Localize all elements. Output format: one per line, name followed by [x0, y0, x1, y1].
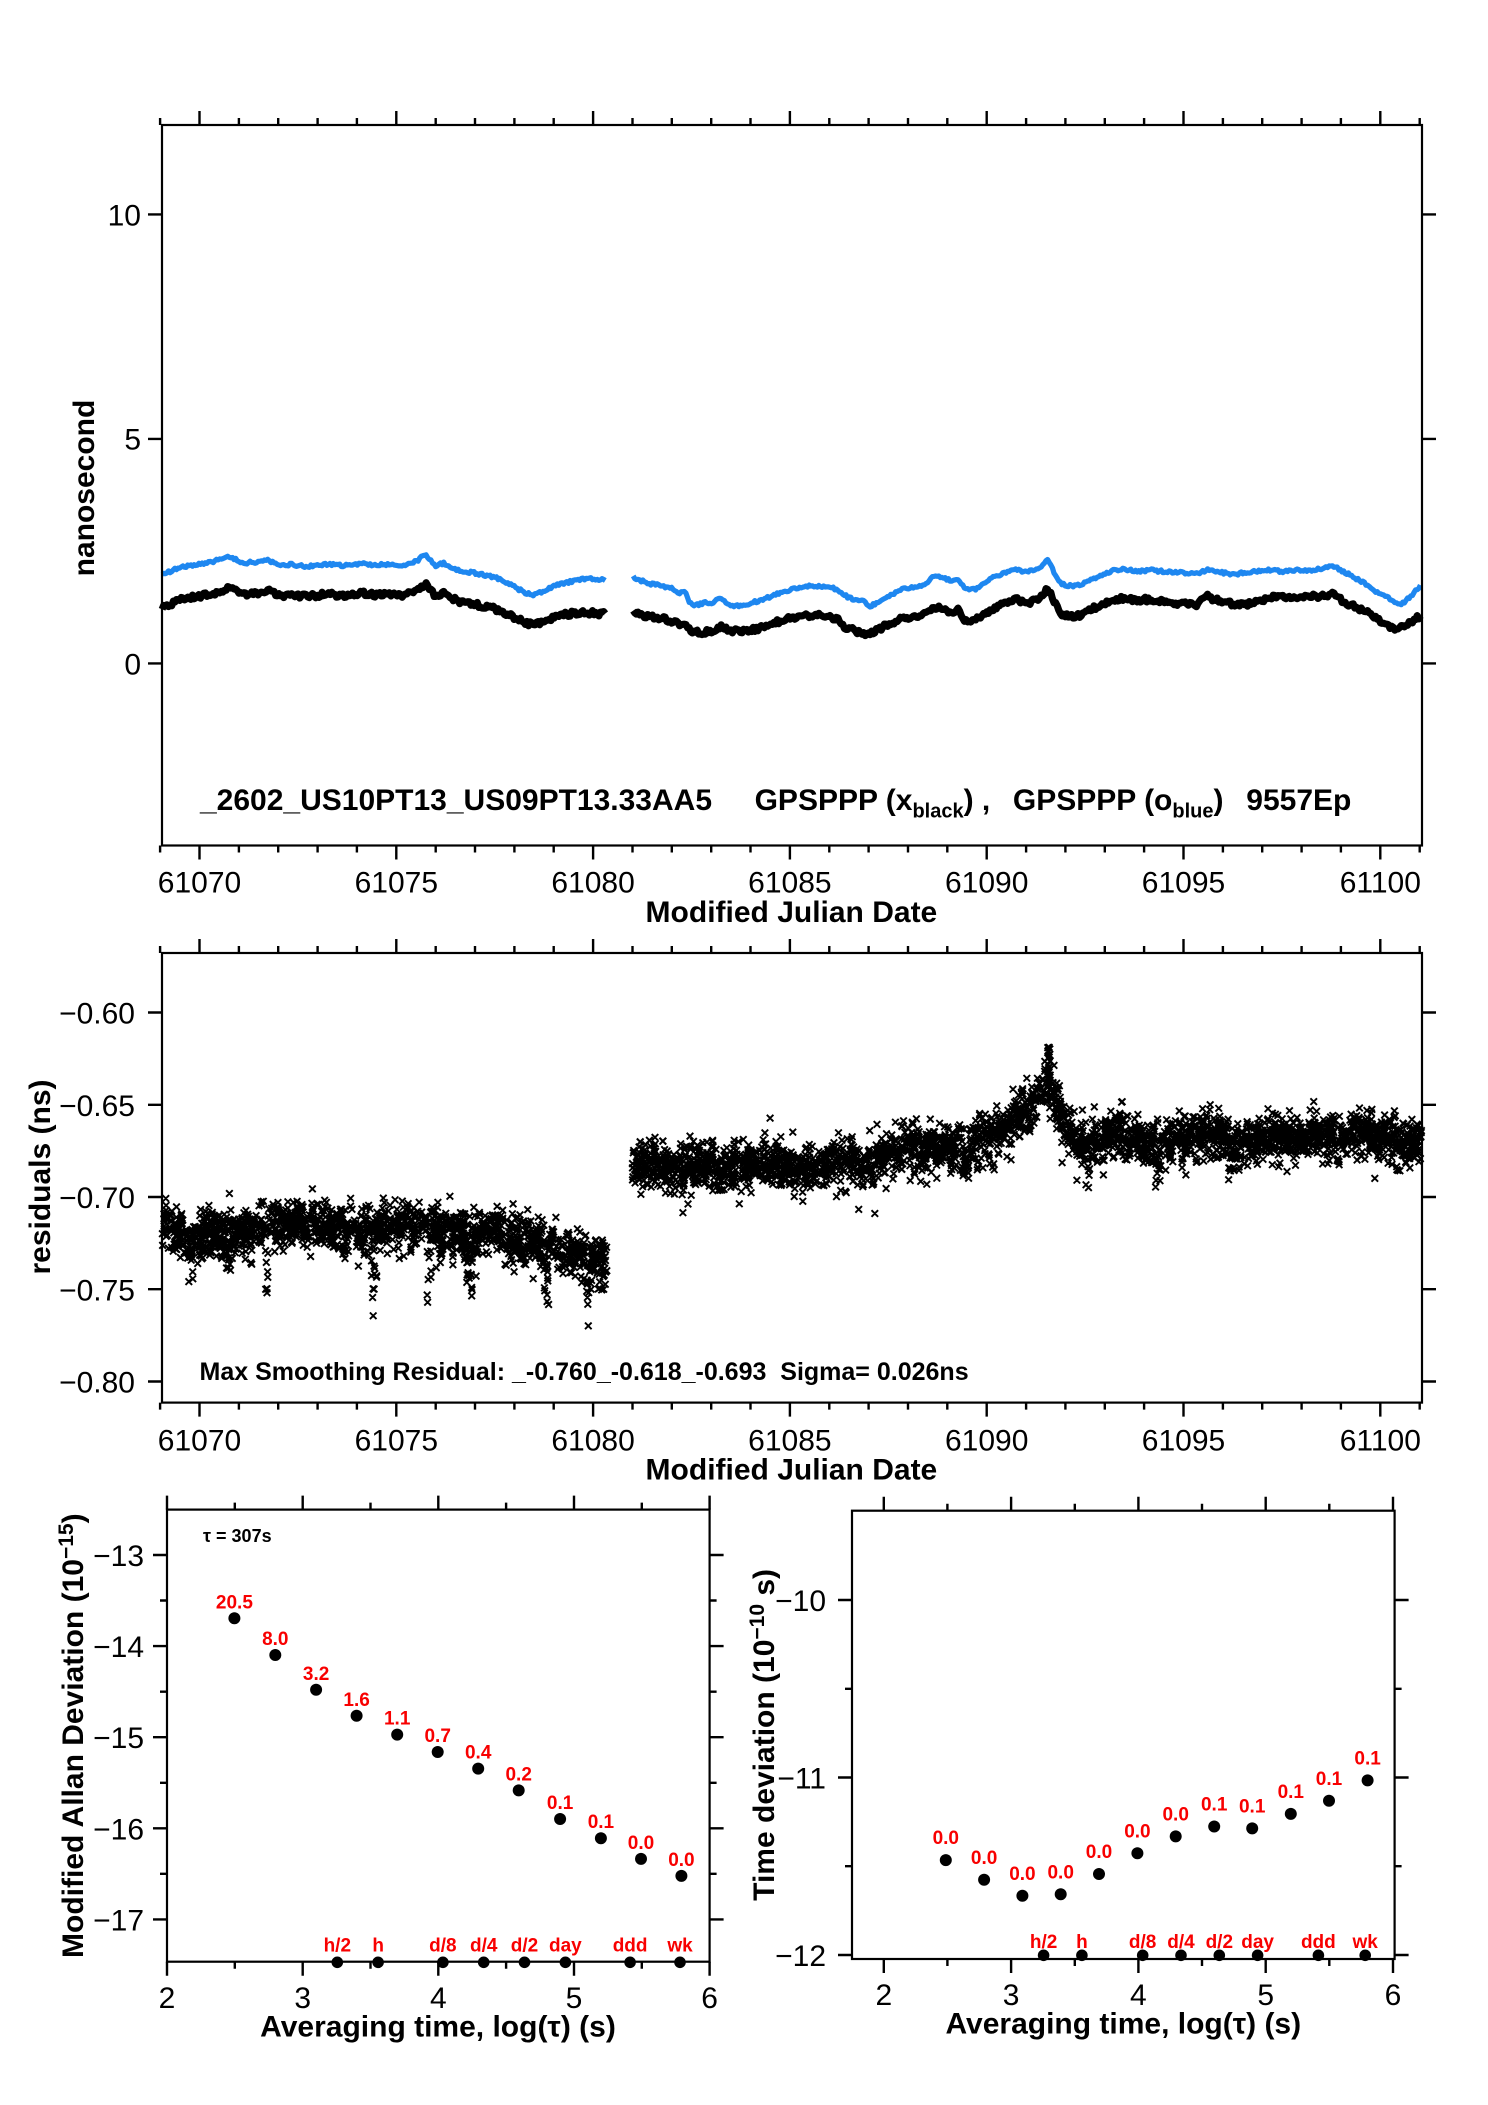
svg-text:−0.60: −0.60 [59, 998, 135, 1031]
svg-text:h/2: h/2 [1030, 1932, 1057, 1953]
svg-text:Modified Allan Deviation (10−1: Modified Allan Deviation (10−15) [55, 1513, 90, 1958]
svg-text:Modified Julian Date: Modified Julian Date [646, 896, 938, 929]
svg-text:6: 6 [701, 1982, 718, 2015]
svg-text:0.2: 0.2 [505, 1764, 531, 1785]
svg-text:2: 2 [875, 1979, 892, 2012]
svg-text:0.0: 0.0 [668, 1850, 694, 1871]
svg-text:5: 5 [1257, 1979, 1274, 2012]
svg-text:d/8: d/8 [1129, 1932, 1156, 1953]
svg-text:h/2: h/2 [324, 1936, 351, 1957]
svg-text:−0.80: −0.80 [59, 1367, 135, 1400]
svg-text:0.1: 0.1 [1316, 1769, 1343, 1790]
svg-text:day: day [549, 1936, 582, 1957]
svg-text:Averaging time, log(τ) (s): Averaging time, log(τ) (s) [260, 2011, 616, 2044]
svg-text:−15: −15 [93, 1722, 144, 1755]
svg-text:61100: 61100 [1340, 1424, 1421, 1457]
svg-text:h: h [372, 1936, 384, 1957]
svg-text:0.1: 0.1 [1278, 1782, 1305, 1803]
svg-text:−16: −16 [93, 1813, 144, 1846]
svg-text:20.5: 20.5 [216, 1592, 253, 1613]
svg-text:τ = 307s: τ = 307s [203, 1526, 272, 1546]
svg-text:−17: −17 [93, 1904, 144, 1937]
svg-text:−11: −11 [777, 1763, 826, 1796]
svg-text:10: 10 [108, 199, 141, 232]
svg-text:3: 3 [294, 1982, 311, 2015]
svg-text:d/4: d/4 [1167, 1932, 1195, 1953]
svg-text:h: h [1076, 1932, 1088, 1953]
svg-text:61080: 61080 [551, 867, 634, 900]
svg-text:0.1: 0.1 [547, 1793, 574, 1814]
svg-text:61075: 61075 [355, 1424, 438, 1457]
svg-text:0.0: 0.0 [1162, 1804, 1188, 1825]
svg-text:−13: −13 [93, 1540, 144, 1573]
svg-text:0.0: 0.0 [628, 1833, 654, 1854]
svg-text:61075: 61075 [355, 867, 438, 900]
svg-text:d/2: d/2 [1206, 1932, 1233, 1953]
svg-text:5: 5 [566, 1982, 583, 2015]
svg-text:0.0: 0.0 [1124, 1821, 1150, 1842]
svg-text:wk: wk [1352, 1932, 1379, 1953]
svg-text:0.0: 0.0 [1086, 1842, 1112, 1863]
svg-text:wk: wk [666, 1936, 693, 1957]
svg-text:d/2: d/2 [511, 1936, 538, 1957]
svg-text:0.1: 0.1 [1239, 1796, 1266, 1817]
svg-text:4: 4 [1130, 1979, 1147, 2012]
svg-text:−0.75: −0.75 [59, 1274, 135, 1307]
svg-text:6: 6 [1385, 1979, 1402, 2012]
svg-text:5: 5 [124, 424, 141, 457]
svg-text:0: 0 [124, 648, 141, 681]
svg-text:0.4: 0.4 [465, 1743, 492, 1764]
svg-text:61070: 61070 [158, 867, 241, 900]
svg-text:d/4: d/4 [470, 1936, 498, 1957]
svg-text:−14: −14 [93, 1631, 144, 1664]
svg-text:61095: 61095 [1142, 1424, 1225, 1457]
svg-text:3: 3 [1003, 1979, 1020, 2012]
svg-text:0.1: 0.1 [1201, 1795, 1228, 1816]
svg-text:0.1: 0.1 [1354, 1748, 1381, 1769]
svg-text:0.1: 0.1 [588, 1812, 615, 1833]
svg-text:residuals (ns): residuals (ns) [24, 1079, 57, 1274]
svg-text:−0.65: −0.65 [59, 1090, 135, 1123]
svg-text:0.0: 0.0 [971, 1848, 997, 1869]
svg-text:0.0: 0.0 [933, 1828, 959, 1849]
svg-text:0.0: 0.0 [1009, 1864, 1035, 1885]
svg-text:ddd: ddd [1301, 1932, 1336, 1953]
svg-text:61095: 61095 [1142, 867, 1225, 900]
svg-text:1.6: 1.6 [343, 1690, 369, 1711]
svg-text:Averaging time, log(τ) (s): Averaging time, log(τ) (s) [945, 2008, 1301, 2041]
svg-text:2: 2 [159, 1982, 176, 2015]
svg-text:4: 4 [430, 1982, 447, 2015]
svg-text:−0.70: −0.70 [59, 1182, 135, 1215]
svg-text:3.2: 3.2 [303, 1664, 329, 1685]
svg-text:Max Smoothing Residual: _-0.76: Max Smoothing Residual: _-0.760_-0.618_-… [200, 1358, 969, 1386]
svg-text:61085: 61085 [748, 867, 831, 900]
svg-text:8.0: 8.0 [262, 1629, 288, 1650]
svg-text:61085: 61085 [748, 1424, 831, 1457]
svg-text:d/8: d/8 [429, 1936, 456, 1957]
svg-text:nanosecond: nanosecond [68, 400, 101, 577]
svg-text:0.0: 0.0 [1047, 1862, 1073, 1883]
svg-text:61090: 61090 [945, 1424, 1028, 1457]
svg-text:−12: −12 [775, 1940, 826, 1973]
svg-text:61070: 61070 [158, 1424, 241, 1457]
svg-text:61100: 61100 [1340, 867, 1421, 900]
svg-text:−10: −10 [775, 1585, 826, 1618]
svg-text:Modified Julian Date: Modified Julian Date [646, 1454, 938, 1487]
svg-text:61080: 61080 [551, 1424, 634, 1457]
svg-text:1.1: 1.1 [384, 1709, 411, 1730]
svg-text:61090: 61090 [945, 867, 1028, 900]
svg-text:ddd: ddd [613, 1936, 648, 1957]
svg-text:day: day [1241, 1932, 1274, 1953]
svg-text:0.7: 0.7 [424, 1726, 450, 1747]
